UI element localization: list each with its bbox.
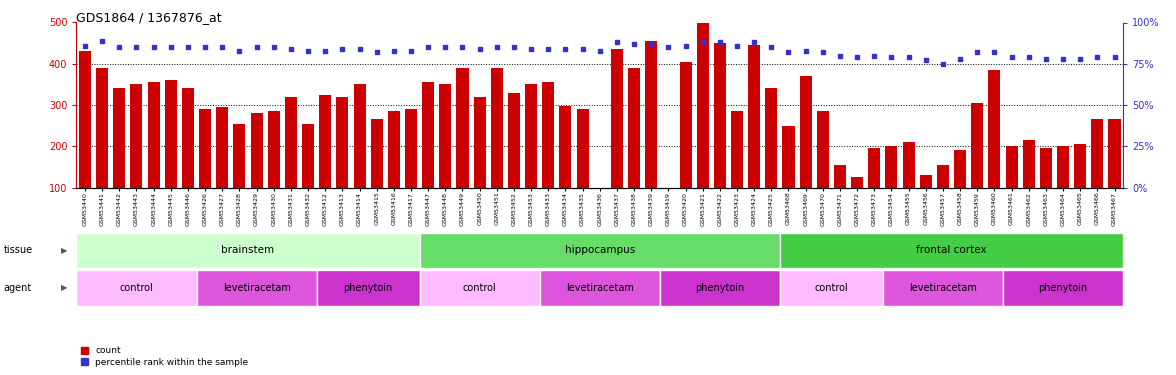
Bar — [834, 165, 846, 188]
Bar — [316, 270, 420, 306]
Bar — [526, 84, 537, 188]
Bar — [748, 45, 760, 188]
Bar — [1109, 119, 1121, 188]
Text: phenytoin: phenytoin — [1038, 283, 1088, 293]
Bar — [662, 188, 674, 200]
Bar — [76, 232, 420, 268]
Bar — [937, 165, 949, 188]
Text: levetiracetam: levetiracetam — [222, 283, 290, 293]
Bar — [182, 88, 194, 188]
Bar — [233, 124, 246, 188]
Bar — [302, 124, 314, 188]
Bar — [920, 175, 931, 188]
Bar — [370, 119, 382, 188]
Bar — [782, 126, 795, 188]
Bar — [285, 97, 296, 188]
Bar — [988, 70, 1001, 188]
Bar — [420, 270, 540, 306]
Bar — [199, 109, 212, 188]
Bar — [714, 43, 726, 188]
Bar — [954, 150, 965, 188]
Legend: count, percentile rank within the sample: count, percentile rank within the sample — [81, 346, 248, 367]
Bar — [560, 106, 572, 188]
Text: levetiracetam: levetiracetam — [566, 283, 634, 293]
Bar — [851, 177, 863, 188]
Bar — [680, 62, 691, 188]
Bar — [216, 107, 228, 188]
Bar — [508, 93, 520, 188]
Bar — [766, 88, 777, 188]
Bar — [594, 188, 606, 200]
Text: ▶: ▶ — [60, 284, 67, 292]
Text: phenytoin: phenytoin — [343, 283, 393, 293]
Text: brainstem: brainstem — [221, 245, 274, 255]
Bar — [165, 80, 176, 188]
Bar — [196, 270, 316, 306]
Bar — [474, 97, 486, 188]
Bar — [76, 270, 196, 306]
Bar — [405, 109, 417, 188]
Bar — [1023, 140, 1035, 188]
Bar — [1057, 146, 1069, 188]
Bar — [780, 232, 1123, 268]
Bar — [79, 51, 91, 188]
Bar — [780, 270, 883, 306]
Bar — [576, 109, 589, 188]
Text: agent: agent — [4, 283, 32, 293]
Bar — [1091, 119, 1103, 188]
Text: control: control — [120, 283, 153, 293]
Bar — [800, 76, 811, 188]
Text: control: control — [815, 283, 848, 293]
Bar — [456, 68, 468, 188]
Bar — [1040, 148, 1051, 188]
Bar — [131, 84, 142, 188]
Bar — [971, 103, 983, 188]
Bar — [268, 111, 280, 188]
Bar — [903, 142, 915, 188]
Text: control: control — [463, 283, 496, 293]
Bar — [883, 270, 1003, 306]
Bar — [610, 50, 623, 188]
Bar — [540, 270, 660, 306]
Bar — [250, 113, 262, 188]
Bar — [696, 22, 709, 188]
Bar — [148, 82, 160, 188]
Text: ▶: ▶ — [60, 246, 67, 255]
Bar — [319, 95, 332, 188]
Bar — [628, 68, 640, 188]
Bar — [440, 84, 452, 188]
Text: hippocampus: hippocampus — [564, 245, 635, 255]
Bar — [646, 41, 657, 188]
Bar — [388, 111, 400, 188]
Bar — [1074, 144, 1087, 188]
Bar — [660, 270, 780, 306]
Bar — [490, 68, 503, 188]
Bar — [113, 88, 126, 188]
Bar — [96, 68, 108, 188]
Bar — [1003, 270, 1123, 306]
Bar — [354, 84, 366, 188]
Bar — [542, 82, 554, 188]
Text: GDS1864 / 1367876_at: GDS1864 / 1367876_at — [76, 11, 222, 24]
Bar — [886, 146, 897, 188]
Bar — [731, 111, 743, 188]
Bar — [817, 111, 829, 188]
Bar — [422, 82, 434, 188]
Bar — [1005, 146, 1017, 188]
Bar — [420, 232, 780, 268]
Text: frontal cortex: frontal cortex — [916, 245, 987, 255]
Text: tissue: tissue — [4, 245, 33, 255]
Text: levetiracetam: levetiracetam — [909, 283, 977, 293]
Bar — [336, 97, 348, 188]
Bar — [868, 148, 881, 188]
Text: phenytoin: phenytoin — [695, 283, 744, 293]
